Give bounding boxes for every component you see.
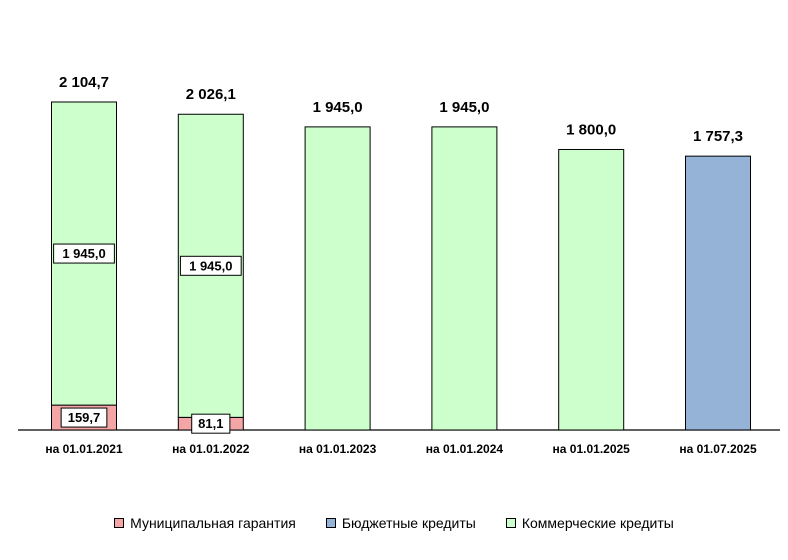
legend: Муниципальная гарантия Бюджетные кредиты… bbox=[0, 511, 788, 535]
x-tick-label: на 01.07.2025 bbox=[679, 442, 757, 456]
total-label: 1 800,0 bbox=[566, 121, 616, 138]
legend-label: Коммерческие кредиты bbox=[521, 515, 674, 531]
legend-label: Муниципальная гарантия bbox=[130, 515, 296, 531]
legend-item: Коммерческие кредиты bbox=[505, 515, 674, 531]
data-label-box bbox=[191, 413, 231, 434]
legend-label: Бюджетные кредиты bbox=[341, 515, 476, 531]
total-label: 1 945,0 bbox=[313, 99, 363, 116]
legend-swatch bbox=[325, 518, 336, 528]
total-label: 2 026,1 bbox=[186, 86, 236, 103]
total-label: 1 945,0 bbox=[439, 99, 489, 116]
bar-segment bbox=[431, 126, 498, 431]
x-tick-label: на 01.01.2022 bbox=[172, 442, 250, 456]
bar-segment bbox=[558, 148, 625, 431]
legend-swatch bbox=[505, 518, 516, 528]
x-tick-label: на 01.01.2021 bbox=[45, 442, 123, 456]
x-tick-label: на 01.01.2025 bbox=[553, 442, 631, 456]
data-label-box bbox=[179, 255, 242, 276]
data-label: 81,1 bbox=[191, 413, 231, 434]
bars-group bbox=[51, 101, 751, 431]
bar-segment bbox=[304, 126, 371, 431]
data-label-box bbox=[60, 407, 108, 428]
legend-item: Муниципальная гарантия bbox=[114, 515, 296, 531]
legend-item: Бюджетные кредиты bbox=[325, 515, 476, 531]
data-label: 1 945,0 bbox=[53, 243, 115, 264]
data-label: 1 945,0 bbox=[179, 255, 242, 276]
labels-group: 159,7 1 945,0 2 104,7 на 01.01.2021 81,1 1 94… bbox=[45, 74, 757, 456]
total-label: 2 104,7 bbox=[59, 74, 109, 91]
x-tick-label: на 01.01.2024 bbox=[426, 442, 504, 456]
x-tick-label: на 01.01.2023 bbox=[299, 442, 377, 456]
data-label: 159,7 bbox=[60, 407, 108, 428]
data-label-box bbox=[53, 243, 115, 264]
legend-swatch bbox=[114, 518, 125, 528]
bar-segment bbox=[685, 155, 751, 431]
data-label-text: 1 945,0 bbox=[189, 258, 232, 273]
data-label-text: 1 945,0 bbox=[62, 246, 105, 261]
data-label-text: 159,7 bbox=[68, 410, 101, 425]
total-label: 1 757,3 bbox=[693, 128, 743, 145]
data-label-text: 81,1 bbox=[198, 416, 223, 431]
